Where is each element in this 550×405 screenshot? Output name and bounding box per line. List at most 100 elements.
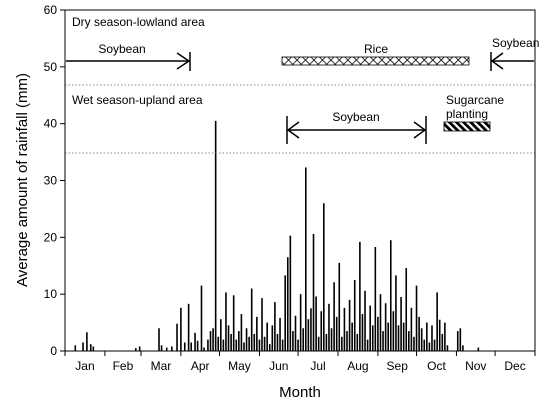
rainfall-bar (364, 290, 366, 351)
rainfall-bar (196, 340, 199, 351)
rainfall-bar (410, 307, 413, 351)
rainfall-bar (250, 288, 253, 351)
y-tick-label: 50 (44, 60, 58, 74)
rainfall-bar (240, 314, 243, 351)
rainfall-bar (333, 282, 335, 351)
rainfall-bar (214, 120, 217, 351)
rainfall-bar (426, 322, 428, 351)
rainfall-bar (441, 333, 444, 351)
rainfall-bar (428, 342, 431, 351)
rainfall-bar (402, 322, 405, 351)
rainfall-bar (274, 302, 276, 351)
rainfall-bar (138, 346, 141, 351)
rainfall-bar (268, 344, 271, 351)
rainfall-bar (281, 339, 284, 351)
rainfall-bar (325, 333, 328, 351)
rainfall-bar (366, 339, 369, 351)
rainfall-bar (158, 328, 160, 351)
rainfall-bar (387, 322, 390, 351)
x-tick-label: Jul (310, 359, 325, 373)
x-tick-label: Feb (113, 359, 134, 373)
rainfall-bar (348, 299, 351, 351)
sugarcane-label-line2: planting (446, 107, 488, 121)
rainfall-bar (294, 315, 297, 351)
rainfall-bar (203, 347, 205, 351)
rainfall-bar (315, 296, 317, 351)
rainfall-bar (304, 167, 307, 351)
rainfall-bar (456, 331, 459, 351)
dry-soybean-arrowhead-1 (176, 52, 191, 70)
rainfall-bar (330, 328, 333, 351)
sugarcane-label-line1: Sugarcane (446, 93, 504, 107)
rainfall-bar (317, 336, 320, 351)
rainfall-bar (200, 285, 203, 351)
rainfall-bar (225, 292, 227, 351)
dry-season-annotations: Dry season-lowland area Soybean Rice Soy… (66, 15, 539, 71)
rainfall-bar (238, 331, 240, 351)
rainfall-bar (92, 346, 95, 351)
rainfall-bar (297, 339, 299, 351)
y-tick-label: 20 (44, 230, 58, 244)
rainfall-bar (258, 339, 261, 351)
y-tick-label: 0 (50, 344, 57, 358)
rainfall-bar (408, 331, 410, 351)
dry-soybean-arrowhead-2 (490, 52, 504, 70)
rainfall-bar (438, 319, 441, 351)
rainfall-bar (171, 346, 173, 351)
x-tick-label: Sep (387, 359, 409, 373)
rainfall-bar (415, 285, 418, 351)
rainfall-bar (263, 336, 266, 351)
rainfall-bar (436, 292, 438, 351)
x-axis-title: Month (279, 384, 321, 401)
rainfall-bars (74, 120, 480, 352)
rainfall-bar (212, 328, 214, 351)
rainfall-bar (446, 345, 449, 351)
rainfall-bar (353, 279, 356, 351)
rainfall-bar (243, 342, 245, 351)
rainfall-bar (359, 241, 361, 351)
rainfall-bar (289, 235, 292, 351)
rainfall-bar (420, 328, 423, 351)
rainfall-bar (369, 305, 371, 351)
y-axis: 0 10 20 30 40 50 60 (44, 3, 65, 358)
y-axis-title: Average amount of rainfall (mm) (14, 73, 31, 287)
x-tick-label: Apr (191, 359, 210, 373)
rainfall-bar (190, 342, 192, 351)
rainfall-bar (284, 275, 286, 351)
rainfall-bar (292, 331, 294, 351)
rainfall-bar (423, 339, 426, 351)
rainfall-bar (245, 328, 248, 351)
rainfall-bar (351, 322, 353, 351)
rainfall-bar (323, 203, 325, 351)
rainfall-bar (397, 325, 400, 351)
rainfall-bar (338, 262, 341, 351)
rainfall-bar (220, 319, 222, 351)
rainfall-bar (374, 247, 377, 351)
rainfall-bar (356, 333, 359, 351)
rainfall-bar (462, 345, 464, 351)
rainfall-bar (89, 344, 92, 351)
rainfall-bar (392, 311, 395, 351)
rainfall-bar (395, 275, 397, 351)
x-tick-label: Nov (465, 359, 486, 373)
rainfall-bar (418, 316, 420, 351)
rainfall-bar (382, 331, 384, 351)
wet-season-annotations: Wet season-upland area Soybean Sugarcane… (72, 93, 504, 144)
x-axis: Jan Feb Mar Apr May Jun Jul Aug Sep Oct Nov Dec (64, 351, 536, 373)
rainfall-bar (343, 307, 346, 351)
rainfall-bar (400, 297, 402, 351)
rainfall-bar (312, 233, 315, 351)
rainfall-bar (459, 328, 462, 351)
rainfall-bar (371, 325, 374, 351)
rainfall-bar (276, 333, 279, 351)
rainfall-bar (183, 342, 186, 351)
rainfall-bar (271, 325, 274, 351)
rice-period-bar (281, 56, 470, 66)
rainfall-bar (160, 345, 163, 351)
rainfall-bar (389, 240, 392, 351)
wet-soybean-label: Soybean (332, 110, 379, 124)
rainfall-bar (302, 328, 305, 351)
rainfall-bar (194, 332, 196, 351)
rainfall-bar (248, 336, 250, 351)
rainfall-bar (384, 303, 387, 351)
